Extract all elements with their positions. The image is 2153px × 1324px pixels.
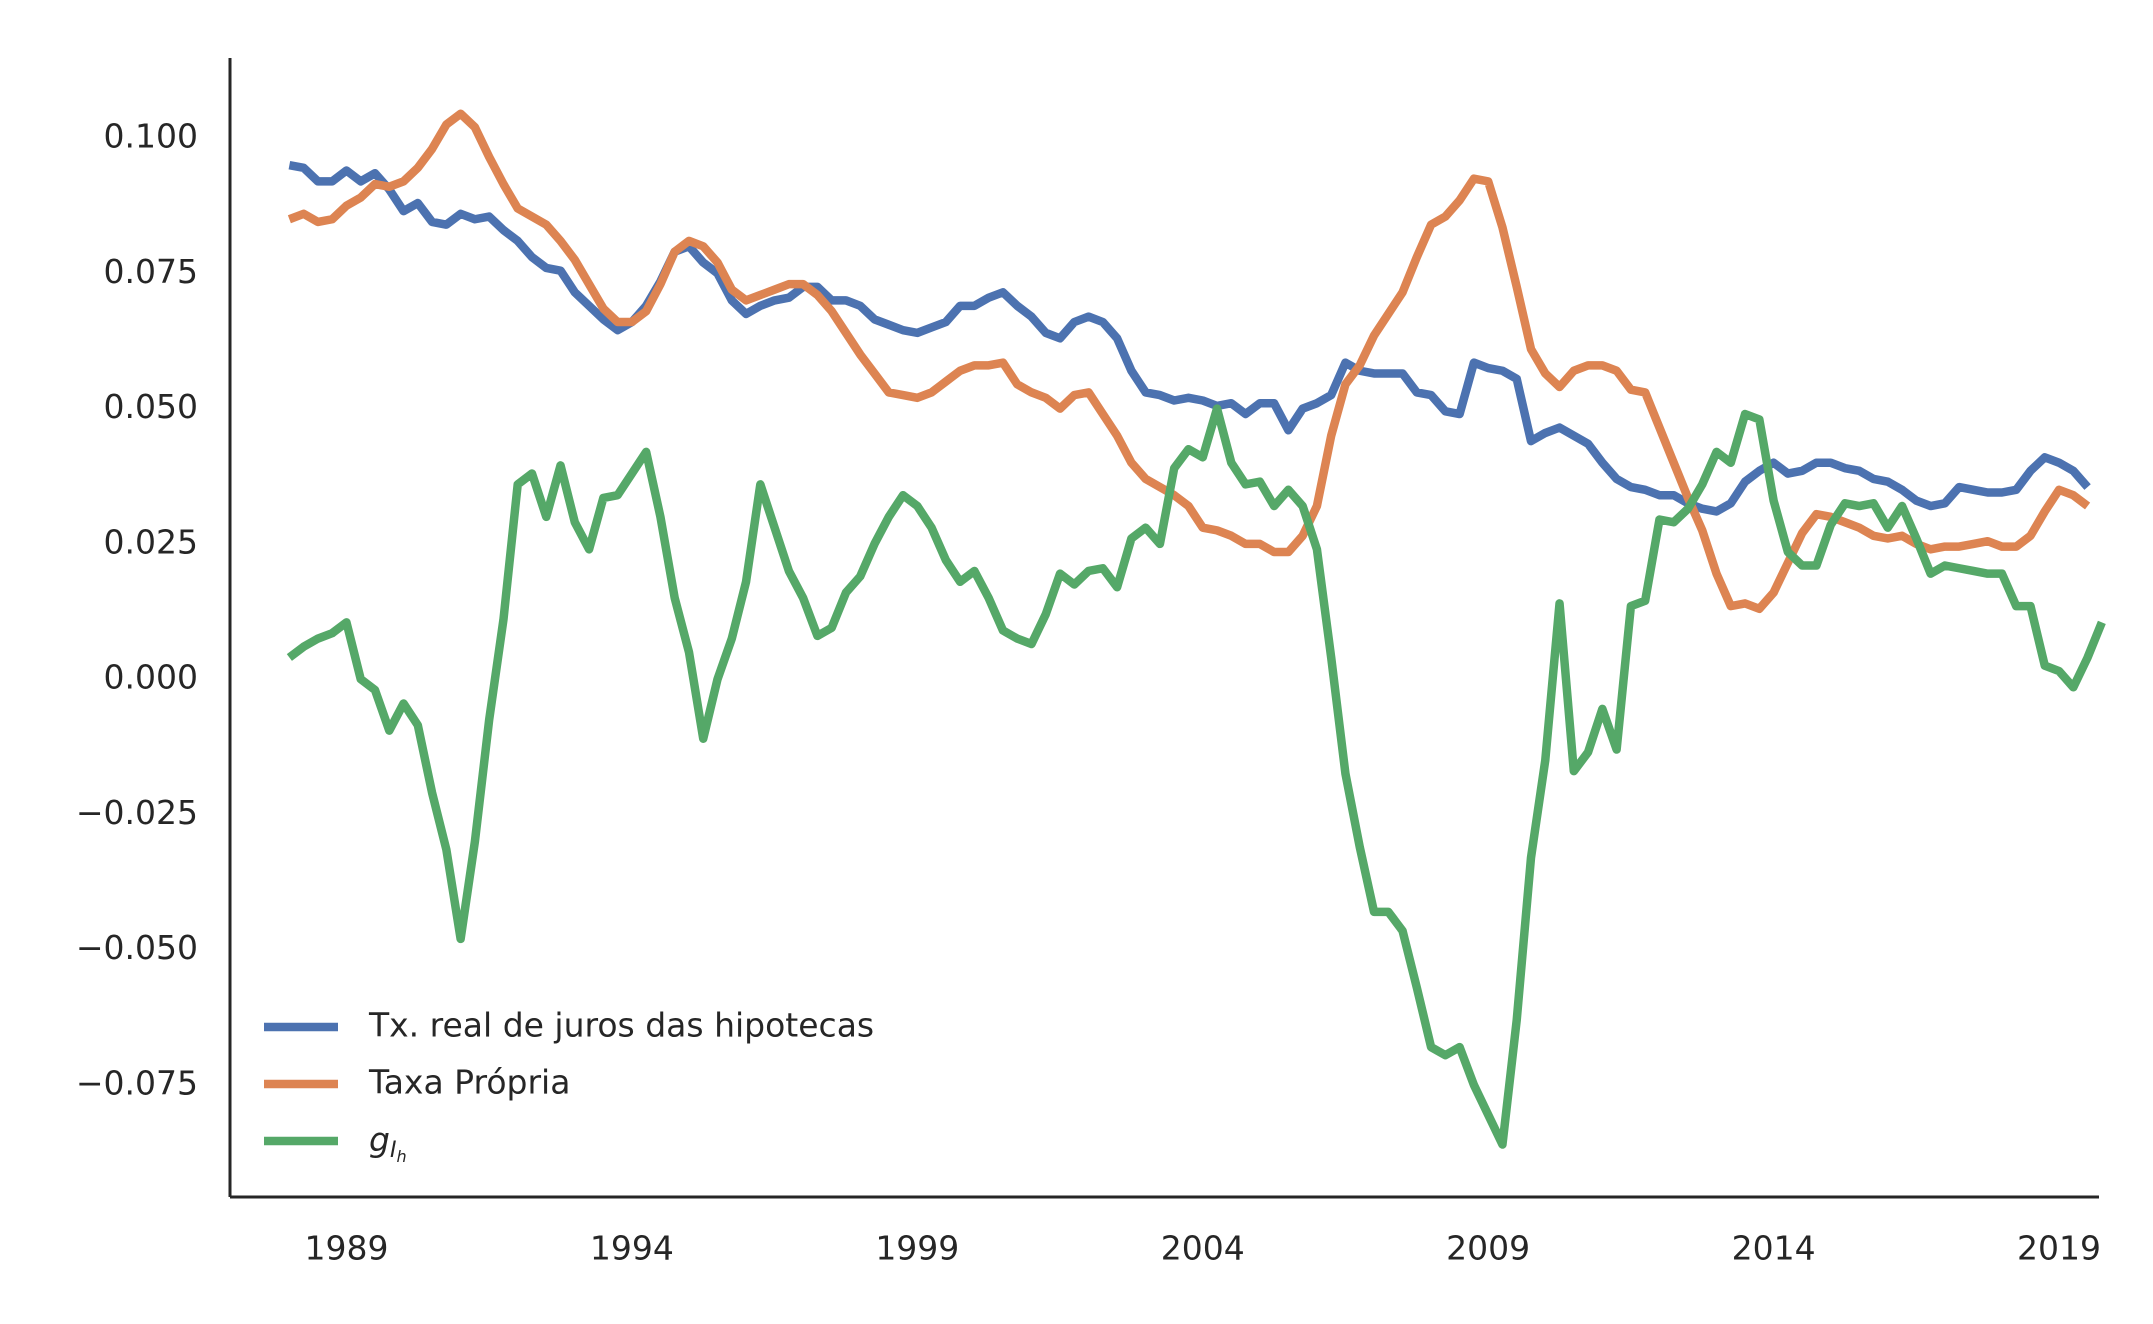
legend-label: Tx. real de juros das hipotecas	[368, 1006, 874, 1045]
legend-label: gIh	[369, 1120, 407, 1166]
line-series	[287, 109, 2091, 614]
x-tick-label: 2004	[1161, 1229, 1245, 1268]
x-tick-label: 1999	[875, 1229, 959, 1268]
x-tick-label: 2019	[2017, 1229, 2101, 1268]
y-tick-label: 0.050	[104, 387, 198, 426]
y-tick-label: −0.075	[76, 1063, 198, 1102]
line-series	[288, 160, 2091, 516]
x-tick-label: 2014	[1732, 1229, 1816, 1268]
line-series	[286, 404, 2106, 1149]
y-tick-label: −0.025	[76, 793, 198, 832]
legend-label: Taxa Própria	[368, 1063, 570, 1102]
legend: Tx. real de juros das hipotecas Taxa Próp…	[264, 1006, 874, 1166]
y-tick-label: −0.050	[76, 928, 198, 967]
x-tick-label: 1989	[304, 1229, 388, 1268]
y-tick-label: 0.075	[104, 252, 198, 291]
x-tick-label: 1994	[590, 1229, 674, 1268]
y-tick-label: 0.025	[104, 522, 198, 561]
x-tick-label: 2009	[1446, 1229, 1530, 1268]
y-tick-label: 0.000	[104, 658, 198, 697]
y-tick-label: 0.100	[104, 117, 198, 156]
